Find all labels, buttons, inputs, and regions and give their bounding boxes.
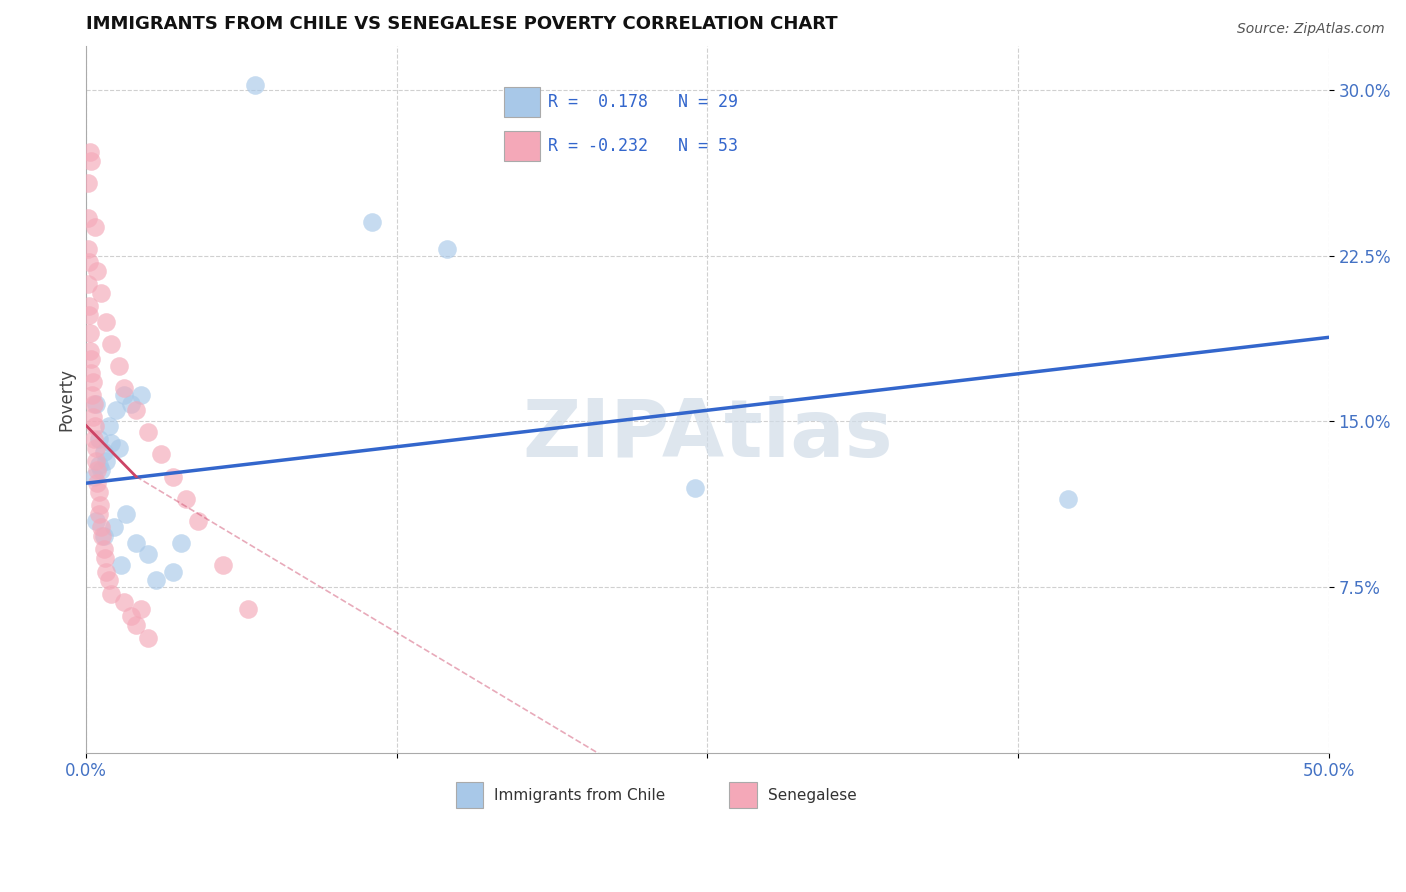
Point <box>84 441 107 455</box>
Point <box>174 491 197 506</box>
Point <box>90 463 112 477</box>
Point <box>138 631 160 645</box>
Point <box>145 574 167 588</box>
Point <box>84 418 107 433</box>
Point <box>84 454 107 468</box>
Point <box>77 299 100 313</box>
Point <box>93 542 115 557</box>
Point <box>80 153 103 168</box>
Point <box>93 529 115 543</box>
Point <box>120 608 142 623</box>
Point <box>83 396 105 410</box>
Text: ZIPAtlas: ZIPAtlas <box>522 395 893 474</box>
Point <box>77 277 100 292</box>
Point <box>97 574 120 588</box>
Point <box>100 337 122 351</box>
Point <box>80 352 103 367</box>
Point <box>77 211 100 225</box>
Point <box>87 432 110 446</box>
Point <box>107 359 129 373</box>
Point <box>170 536 193 550</box>
Point <box>138 425 160 440</box>
Point <box>112 595 135 609</box>
Point <box>115 507 138 521</box>
Point <box>76 176 98 190</box>
Point <box>129 602 152 616</box>
Point <box>87 458 110 473</box>
Point <box>87 485 110 500</box>
Point <box>80 366 103 380</box>
Point <box>125 617 148 632</box>
Point <box>94 551 117 566</box>
Point <box>97 418 120 433</box>
Point <box>79 145 101 159</box>
Point <box>96 454 118 468</box>
Point <box>84 219 107 234</box>
Point <box>84 514 107 528</box>
Point <box>83 469 105 483</box>
Text: Source: ZipAtlas.com: Source: ZipAtlas.com <box>1237 22 1385 37</box>
Point <box>89 507 111 521</box>
Point <box>361 215 384 229</box>
Point <box>1056 491 1078 506</box>
Point <box>125 536 148 550</box>
Point <box>683 481 706 495</box>
Point <box>100 587 122 601</box>
Point <box>77 308 100 322</box>
Point <box>212 558 235 572</box>
Point <box>112 381 135 395</box>
Point <box>436 242 458 256</box>
Point <box>86 476 108 491</box>
Point <box>245 78 267 93</box>
Point <box>162 469 184 483</box>
Point <box>125 403 148 417</box>
Point <box>76 242 98 256</box>
Point <box>84 396 107 410</box>
Point <box>82 375 104 389</box>
Point <box>100 436 122 450</box>
Point <box>91 529 114 543</box>
Point <box>236 602 259 616</box>
Point <box>77 255 100 269</box>
Point <box>86 264 108 278</box>
Point <box>96 565 118 579</box>
Point <box>107 441 129 455</box>
Point <box>120 396 142 410</box>
Point <box>96 315 118 329</box>
Y-axis label: Poverty: Poverty <box>58 368 75 431</box>
Point <box>93 445 115 459</box>
Point <box>86 463 108 477</box>
Point <box>82 409 104 424</box>
Point <box>105 403 128 417</box>
Point <box>187 514 209 528</box>
Point <box>162 565 184 579</box>
Point <box>90 520 112 534</box>
Point <box>138 547 160 561</box>
Point <box>149 447 172 461</box>
Point <box>89 498 111 512</box>
Point <box>80 388 103 402</box>
Point <box>83 432 105 446</box>
Point <box>110 558 132 572</box>
Point <box>90 286 112 301</box>
Text: IMMIGRANTS FROM CHILE VS SENEGALESE POVERTY CORRELATION CHART: IMMIGRANTS FROM CHILE VS SENEGALESE POVE… <box>86 15 838 33</box>
Point <box>129 388 152 402</box>
Point <box>79 326 101 340</box>
Point <box>112 388 135 402</box>
Point <box>79 343 101 358</box>
Point <box>103 520 125 534</box>
